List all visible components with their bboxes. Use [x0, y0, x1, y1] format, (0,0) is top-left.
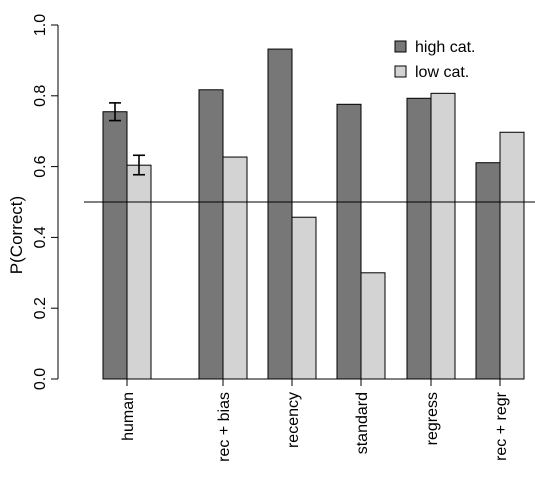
y-tick-label: 0.8 [32, 85, 49, 107]
y-tick-label: 1.0 [32, 14, 49, 36]
error-bars [109, 102, 145, 176]
bar-high-rec-bias [198, 89, 224, 380]
bar-low-rec-bias [222, 156, 248, 380]
legend-item-low: low cat. [394, 64, 469, 81]
x-tick-label: rec + bias [216, 392, 233, 462]
bar-high-rec-regr [475, 162, 501, 380]
y-tick-label: 0.4 [32, 226, 49, 248]
x-tick-label: human [120, 392, 137, 441]
x-tick-label: regress [424, 392, 441, 445]
bar-high-regress [406, 97, 432, 380]
bar-low-regress [430, 92, 456, 380]
y-tick-label: 0.0 [32, 368, 49, 390]
bar-high-human [102, 111, 128, 380]
error-bar-high [109, 102, 121, 122]
bar-high-recency [267, 48, 293, 380]
legend-swatch [394, 40, 407, 53]
x-tick-label: recency [285, 392, 302, 448]
legend-label: low cat. [415, 64, 469, 81]
legend-swatch [394, 65, 407, 78]
x-tick-label: standard [354, 392, 371, 454]
bar-low-human [126, 164, 152, 380]
bar-high-standard [336, 103, 362, 380]
y-tick-label: 0.2 [32, 297, 49, 319]
legend: high cat. low cat. [394, 39, 475, 81]
bar-low-standard [360, 272, 386, 380]
x-axis: human rec + bias recency standard regress rec… [120, 378, 510, 462]
bar-low-rec-regr [499, 131, 525, 380]
bar-low-recency [291, 216, 317, 380]
bars-layer [102, 48, 525, 380]
legend-label: high cat. [415, 39, 475, 56]
y-axis: 0.0 0.2 0.4 0.6 0.8 1.0 [32, 14, 59, 390]
y-tick-label: 0.6 [32, 155, 49, 177]
y-axis-label: P(Correct) [7, 196, 26, 274]
x-tick-label: rec + regr [493, 391, 510, 461]
legend-item-high: high cat. [394, 39, 475, 56]
error-bar-low [133, 154, 145, 176]
